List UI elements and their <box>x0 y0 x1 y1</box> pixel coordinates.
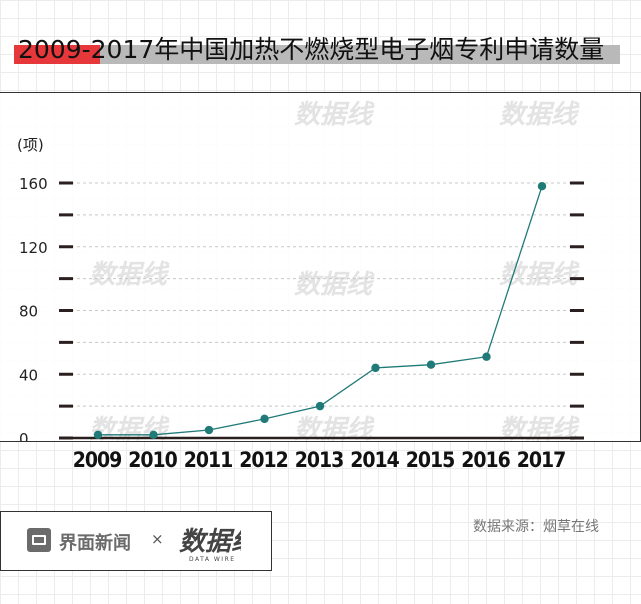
watermark-0: 数据线 <box>89 260 170 290</box>
plot-panel: 数据线 数据线 数据线 数据线 数据线 数据线 数据线 数据线 0 40 80 120 160 (项) <box>0 92 641 442</box>
watermark-1: 数据线 <box>294 100 375 130</box>
data-point <box>482 352 491 361</box>
watermark-3: 数据线 <box>294 270 375 300</box>
x-tick-label: 2017 <box>516 448 567 472</box>
x-tick-label: 2013 <box>294 448 345 472</box>
brand-name: 界面新闻 <box>59 533 131 554</box>
data-point <box>93 430 103 440</box>
y-axis-unit-label: (项) <box>17 136 44 154</box>
data-point <box>149 430 158 440</box>
data-point <box>371 363 380 373</box>
data-point <box>260 414 269 424</box>
x-tick-label: 2011 <box>183 448 234 472</box>
datawire-logo-text: 数据线 <box>179 527 241 557</box>
data-point <box>426 360 436 369</box>
x-tick-label: 2016 <box>461 448 511 472</box>
y-tick-label: 120 <box>19 239 48 257</box>
watermark-6: 数据线 <box>294 415 375 441</box>
title-bar: 2009-2017年中国加热不燃烧型电子烟专利申请数量 <box>0 28 641 64</box>
collab-times: × <box>151 530 164 548</box>
data-point <box>315 401 325 411</box>
watermark-7: 数据线 <box>499 415 580 441</box>
datawire-logo: 数据线 DATA WIRE <box>179 527 241 563</box>
footer-brand-box: 界面新闻 × 数据线 DATA WIRE <box>0 511 272 571</box>
y-tick-label: 160 <box>19 175 48 193</box>
watermark-2: 数据线 <box>499 100 580 130</box>
y-tick-label: 40 <box>19 366 38 384</box>
title-underline-red <box>14 45 100 64</box>
title-underline-grey <box>100 45 620 64</box>
datawire-logo-subtext: DATA WIRE <box>189 556 236 563</box>
x-tick-label: 2015 <box>405 448 456 472</box>
x-tick-label: 2014 <box>350 448 400 472</box>
data-point <box>204 425 214 435</box>
jiemian-logo-icon <box>27 528 51 552</box>
watermark-4: 数据线 <box>499 260 580 290</box>
data-point <box>537 181 547 191</box>
chart-title: 2009-2017年中国加热不燃烧型电子烟专利申请数量 <box>18 35 605 64</box>
x-tick-label: 2010 <box>128 448 178 472</box>
x-tick-label: 2012 <box>239 448 289 472</box>
x-tick-label: 2009 <box>72 448 123 472</box>
data-source: 数据来源：烟草在线 <box>473 519 599 535</box>
y-tick-label: 80 <box>19 303 38 321</box>
y-tick-label: 0 <box>19 430 29 441</box>
